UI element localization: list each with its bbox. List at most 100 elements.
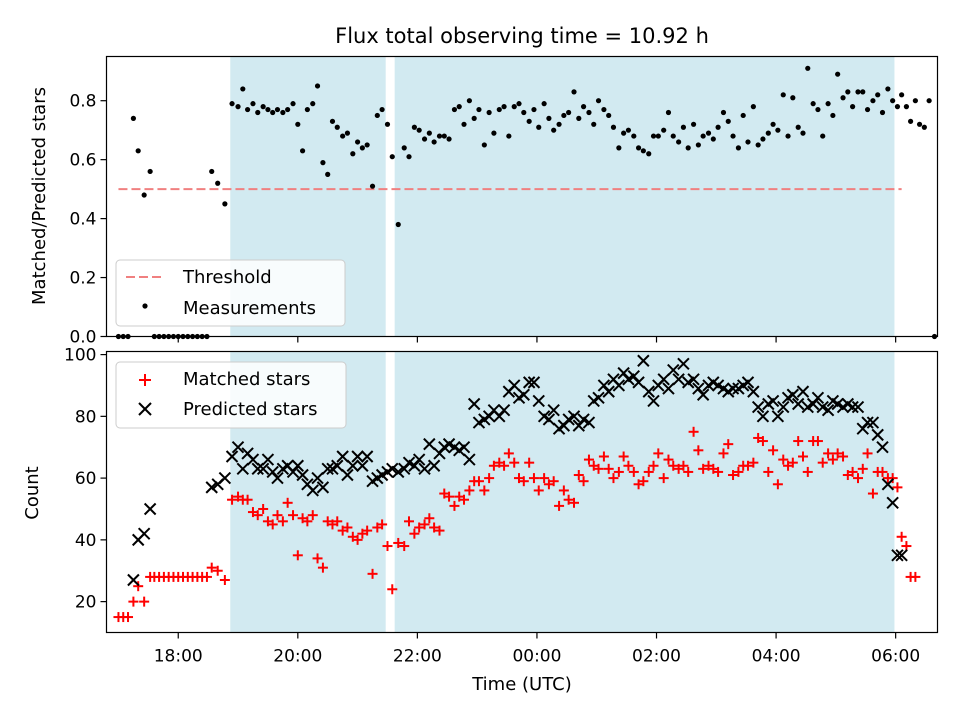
- measurement-point: [421, 136, 428, 142]
- matched-star-point: [429, 522, 440, 533]
- matched-star-point: [267, 519, 278, 530]
- matched-star-point: [479, 485, 490, 496]
- measurement-point: [710, 136, 716, 142]
- predicted-star-point: [316, 481, 330, 494]
- measurement-point: [329, 118, 336, 124]
- measurement-point: [610, 124, 617, 130]
- measurement-point: [536, 124, 542, 130]
- matched-star-point: [332, 516, 343, 527]
- xtick-label: 18:00: [154, 647, 203, 667]
- matched-star-point: [212, 565, 223, 576]
- matched-star-point: [713, 466, 724, 477]
- bottom-ytick-label: 20: [75, 593, 97, 613]
- matched-star-point: [643, 466, 654, 477]
- measurement-point: [466, 98, 472, 104]
- measurement-point: [690, 121, 697, 127]
- measurement-point: [576, 115, 582, 121]
- predicted-star-point: [296, 468, 309, 482]
- predicted-star-point: [886, 496, 899, 510]
- measurement-point: [695, 142, 701, 148]
- measurement-point: [526, 118, 532, 124]
- matched-star-point: [847, 466, 858, 477]
- measurement-point: [680, 124, 687, 130]
- matched-star-point: [862, 448, 873, 459]
- measurement-point: [810, 101, 816, 107]
- top-y-axis-label: Matched/Predicted stars: [29, 87, 50, 305]
- matched-star-point: [123, 612, 134, 623]
- measurement-point: [299, 148, 306, 154]
- measurement-point: [855, 89, 861, 95]
- predicted-star-point: [321, 462, 334, 476]
- matched-star-point: [618, 451, 629, 462]
- measurement-point: [270, 109, 276, 116]
- measurement-point: [364, 142, 370, 148]
- measurement-point: [506, 133, 512, 139]
- matched-star-point: [802, 466, 813, 477]
- measurement-point: [885, 86, 891, 92]
- matched-star-point: [352, 534, 363, 545]
- matched-star-point: [393, 537, 404, 548]
- matched-star-point: [569, 497, 580, 508]
- measurement-point: [501, 104, 507, 110]
- measurement-point: [135, 148, 141, 154]
- matched-star-point: [419, 519, 430, 530]
- matched-star-point: [272, 510, 283, 521]
- measurement-point: [350, 151, 356, 157]
- measurement-point: [285, 106, 291, 113]
- measurement-point: [496, 106, 502, 113]
- matched-star-point: [282, 497, 293, 508]
- predicted-star-point: [796, 385, 810, 398]
- top-ytick-label: 0.6: [69, 151, 96, 171]
- xtick-label: 04:00: [752, 647, 801, 667]
- measurement-point: [451, 106, 458, 113]
- predicted-star-point: [291, 459, 305, 472]
- predicted-star-point: [418, 462, 431, 476]
- predicted-star-point: [895, 549, 908, 562]
- x-axis-label: Time (UTC): [471, 674, 572, 695]
- predicted-star-point: [612, 379, 626, 392]
- measurement-point: [551, 127, 557, 133]
- measurement-point: [426, 130, 432, 136]
- measurement-point: [436, 133, 443, 139]
- predicted-star-point: [881, 478, 895, 491]
- matched-star-point: [342, 522, 353, 533]
- predicted-star-point: [271, 471, 284, 485]
- measurement-point: [215, 180, 221, 186]
- bottom-axes-frame: [105, 350, 939, 634]
- measurement-point: [894, 104, 901, 110]
- matched-star-point: [399, 541, 410, 552]
- predicted-star-point: [517, 388, 531, 401]
- measurement-point: [511, 104, 517, 110]
- bottom-ytick-label: 100: [64, 346, 96, 366]
- measurement-point: [676, 139, 682, 145]
- legend-threshold-label: Threshold: [182, 267, 272, 288]
- measurement-point: [416, 127, 422, 133]
- matched-star-point: [444, 491, 455, 502]
- matched-star-point: [414, 522, 425, 533]
- predicted-star-point: [687, 373, 700, 386]
- measurement-point: [340, 133, 346, 139]
- legend-predicted-label: Predicted stars: [183, 399, 317, 420]
- top-legend: Threshold Measurements: [115, 259, 346, 327]
- measurement-point: [586, 109, 592, 116]
- matched-star-point: [539, 473, 550, 484]
- matched-star-point: [382, 541, 393, 552]
- measurement-point: [903, 104, 910, 110]
- measurement-point: [825, 101, 831, 107]
- matched-star-point: [464, 485, 475, 496]
- predicted-star-point: [127, 573, 140, 587]
- matched-star-point: [742, 460, 753, 471]
- measurement-point: [830, 112, 836, 119]
- measurement-point: [860, 89, 866, 95]
- matched-star-point: [554, 500, 565, 511]
- measurement-point: [384, 121, 391, 127]
- measurement-point: [334, 124, 340, 130]
- measurement-point: [725, 118, 731, 124]
- measurement-point: [800, 130, 806, 136]
- matched-star-point: [892, 482, 903, 493]
- matched-star-point: [896, 531, 907, 542]
- measurement-point: [775, 127, 781, 133]
- matched-star-point: [252, 510, 263, 521]
- matched-star-point: [613, 466, 624, 477]
